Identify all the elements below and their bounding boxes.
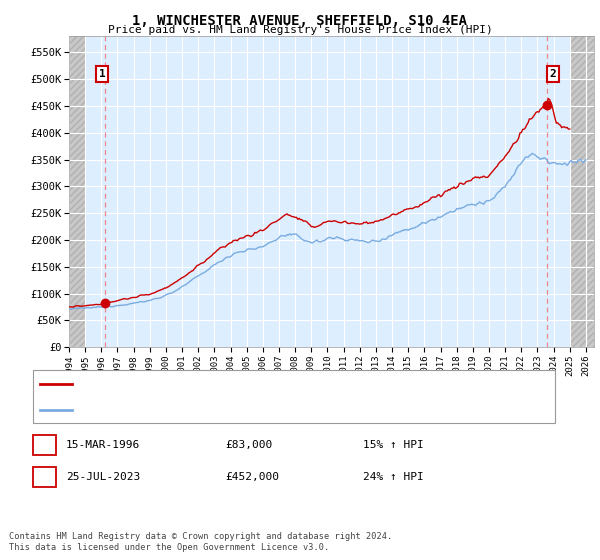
Text: 24% ↑ HPI: 24% ↑ HPI <box>363 472 424 482</box>
Text: Price paid vs. HM Land Registry's House Price Index (HPI): Price paid vs. HM Land Registry's House … <box>107 25 493 35</box>
Text: 1: 1 <box>41 440 48 450</box>
Text: 15-MAR-1996: 15-MAR-1996 <box>66 440 140 450</box>
Bar <box>570 36 594 347</box>
Bar <box>69 36 85 347</box>
Text: 2: 2 <box>550 69 556 79</box>
Text: £452,000: £452,000 <box>225 472 279 482</box>
Text: 2: 2 <box>41 472 48 482</box>
Text: £83,000: £83,000 <box>225 440 272 450</box>
Text: 25-JUL-2023: 25-JUL-2023 <box>66 472 140 482</box>
Text: HPI: Average price, detached house, Sheffield: HPI: Average price, detached house, Shef… <box>76 404 358 414</box>
Text: 1: 1 <box>99 69 106 79</box>
Text: Contains HM Land Registry data © Crown copyright and database right 2024.
This d: Contains HM Land Registry data © Crown c… <box>9 532 392 552</box>
Text: 15% ↑ HPI: 15% ↑ HPI <box>363 440 424 450</box>
Text: 1, WINCHESTER AVENUE, SHEFFIELD, S10 4EA: 1, WINCHESTER AVENUE, SHEFFIELD, S10 4EA <box>133 14 467 28</box>
Text: 1, WINCHESTER AVENUE, SHEFFIELD, S10 4EA (detached house): 1, WINCHESTER AVENUE, SHEFFIELD, S10 4EA… <box>76 380 433 390</box>
